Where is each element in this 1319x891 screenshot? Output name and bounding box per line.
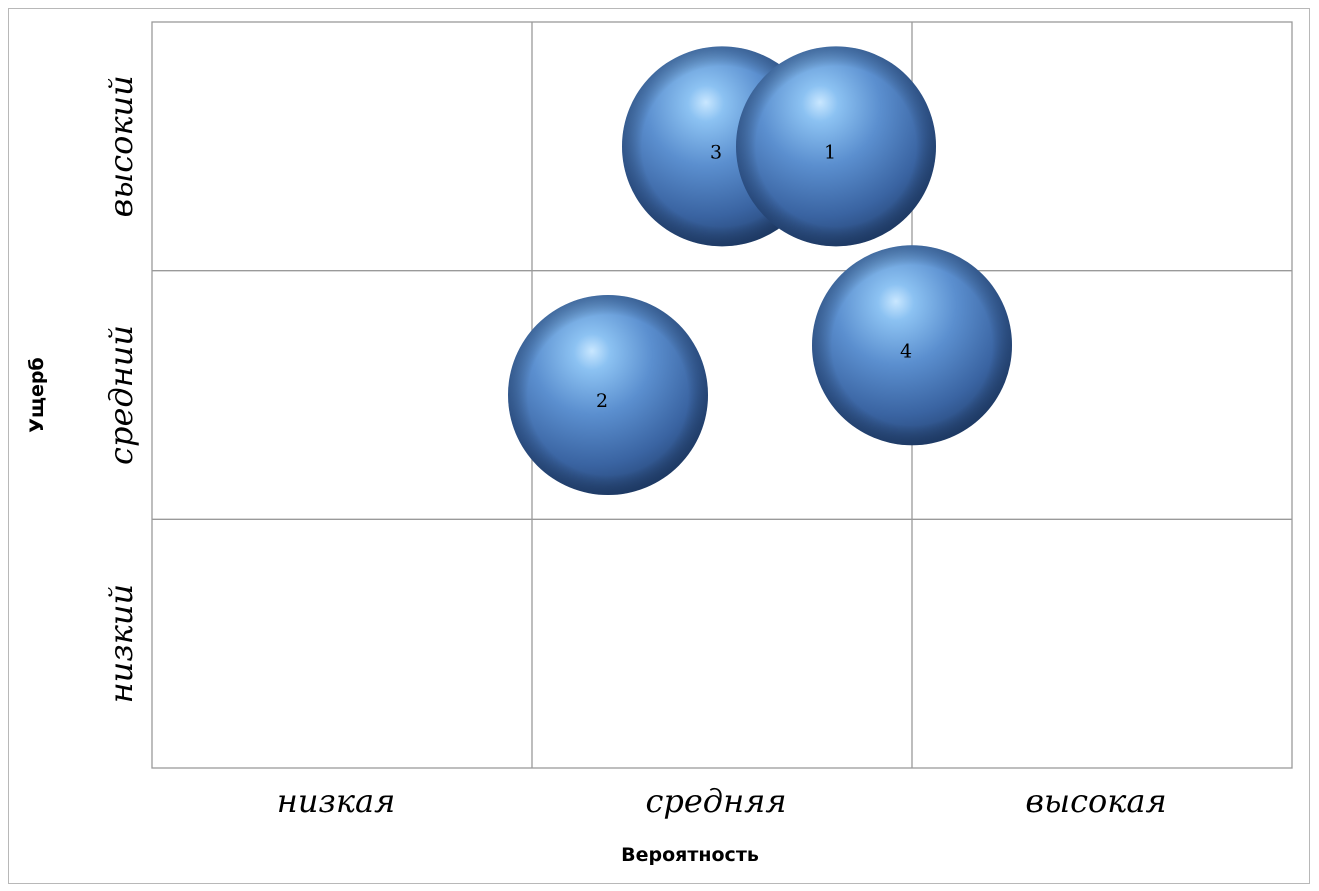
bubble-rim [812, 245, 1012, 446]
bubble-1: 1 [736, 46, 936, 247]
bubble-rim [736, 46, 936, 247]
bubble-label: 3 [710, 141, 722, 163]
bubble-4: 4 [812, 245, 1012, 446]
bubble-label: 2 [596, 390, 608, 412]
y-tick-label: низкий [102, 584, 140, 703]
x-tick-label: низкая [277, 782, 396, 820]
plot-area-border [151, 21, 1293, 769]
bubble-label: 4 [900, 340, 912, 362]
bubble-rim [508, 295, 708, 495]
y-tick-label: средний [102, 325, 140, 465]
bubble-layer: 3 1 2 4 [508, 46, 1012, 495]
tick-label-layer: низкая средняя высокая низкий средний высокий [102, 75, 1167, 820]
x-tick-label: высокая [1025, 782, 1166, 820]
bubble-label: 1 [824, 141, 836, 163]
bubble-2: 2 [508, 295, 708, 495]
x-axis-title: Вероятность [621, 844, 759, 866]
x-tick-label: средняя [645, 782, 786, 820]
y-tick-label: высокий [102, 75, 140, 217]
y-axis-title: Ущерб [26, 357, 48, 432]
